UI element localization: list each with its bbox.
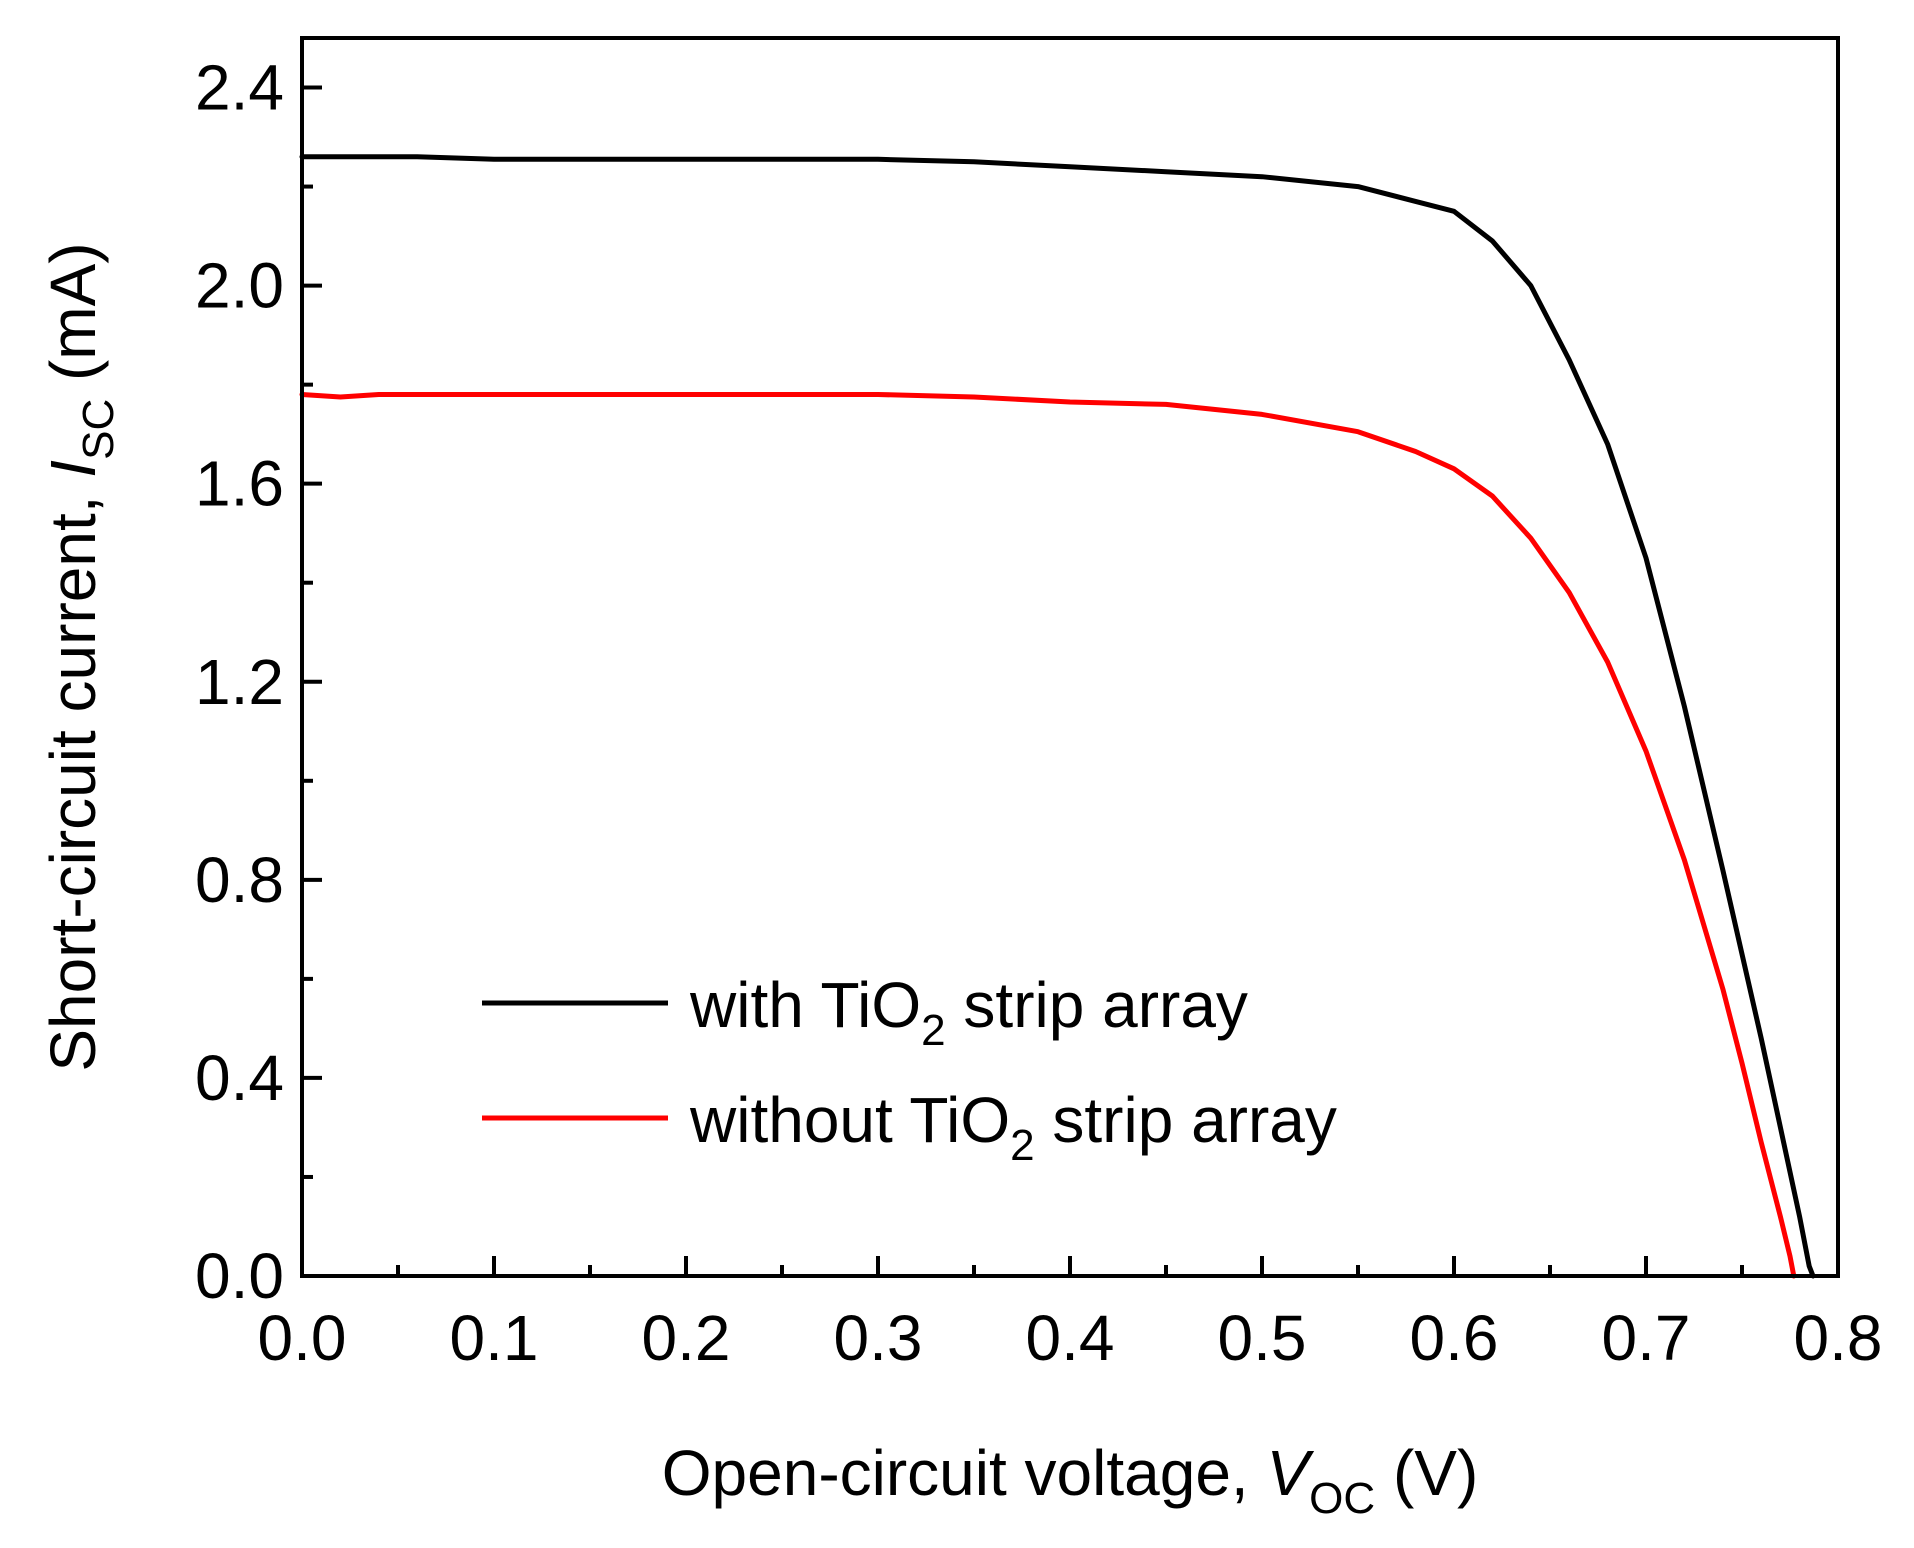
y-tick-label: 1.6 — [195, 448, 284, 520]
x-tick-label: 0.3 — [834, 1302, 923, 1374]
legend-label-without: without TiO2 strip array — [689, 1084, 1337, 1170]
y-tick-label: 1.2 — [195, 646, 284, 718]
x-tick-label: 0.7 — [1602, 1302, 1691, 1374]
x-tick-label: 0.4 — [1026, 1302, 1115, 1374]
y-tick-label: 0.0 — [195, 1240, 284, 1312]
x-tick-label: 0.1 — [450, 1302, 539, 1374]
x-tick-label: 0.2 — [642, 1302, 731, 1374]
legend: with TiO2 strip array without TiO2 strip… — [482, 969, 1337, 1170]
x-tick-label: 0.0 — [258, 1302, 347, 1374]
x-tick-label: 0.5 — [1218, 1302, 1307, 1374]
series-line-without-tio2 — [299, 392, 1797, 1279]
y-tick-label: 2.4 — [195, 52, 284, 124]
x-tick-label: 0.6 — [1410, 1302, 1499, 1374]
x-tick-labels: 0.0 0.1 0.2 0.3 0.4 0.5 0.6 0.7 0.8 — [258, 1302, 1883, 1374]
plot-frame — [300, 36, 1840, 1278]
x-axis-title: Open-circuit voltage, VOC (V) — [662, 1437, 1479, 1523]
y-tick-label: 0.8 — [195, 844, 284, 916]
series-line-with-tio2 — [299, 154, 1816, 1279]
y-tick-labels: 0.0 0.4 0.8 1.2 1.6 2.0 2.4 — [195, 52, 284, 1312]
legend-label-with: with TiO2 strip array — [689, 969, 1248, 1055]
y-axis-title: Short-circuit current, ISC (mA) — [37, 242, 123, 1071]
y-tick-label: 2.0 — [195, 250, 284, 322]
series-lines — [299, 154, 1816, 1279]
x-tick-label: 0.8 — [1794, 1302, 1883, 1374]
minor-ticks — [302, 184, 1744, 1276]
y-tick-label: 0.4 — [195, 1042, 284, 1114]
